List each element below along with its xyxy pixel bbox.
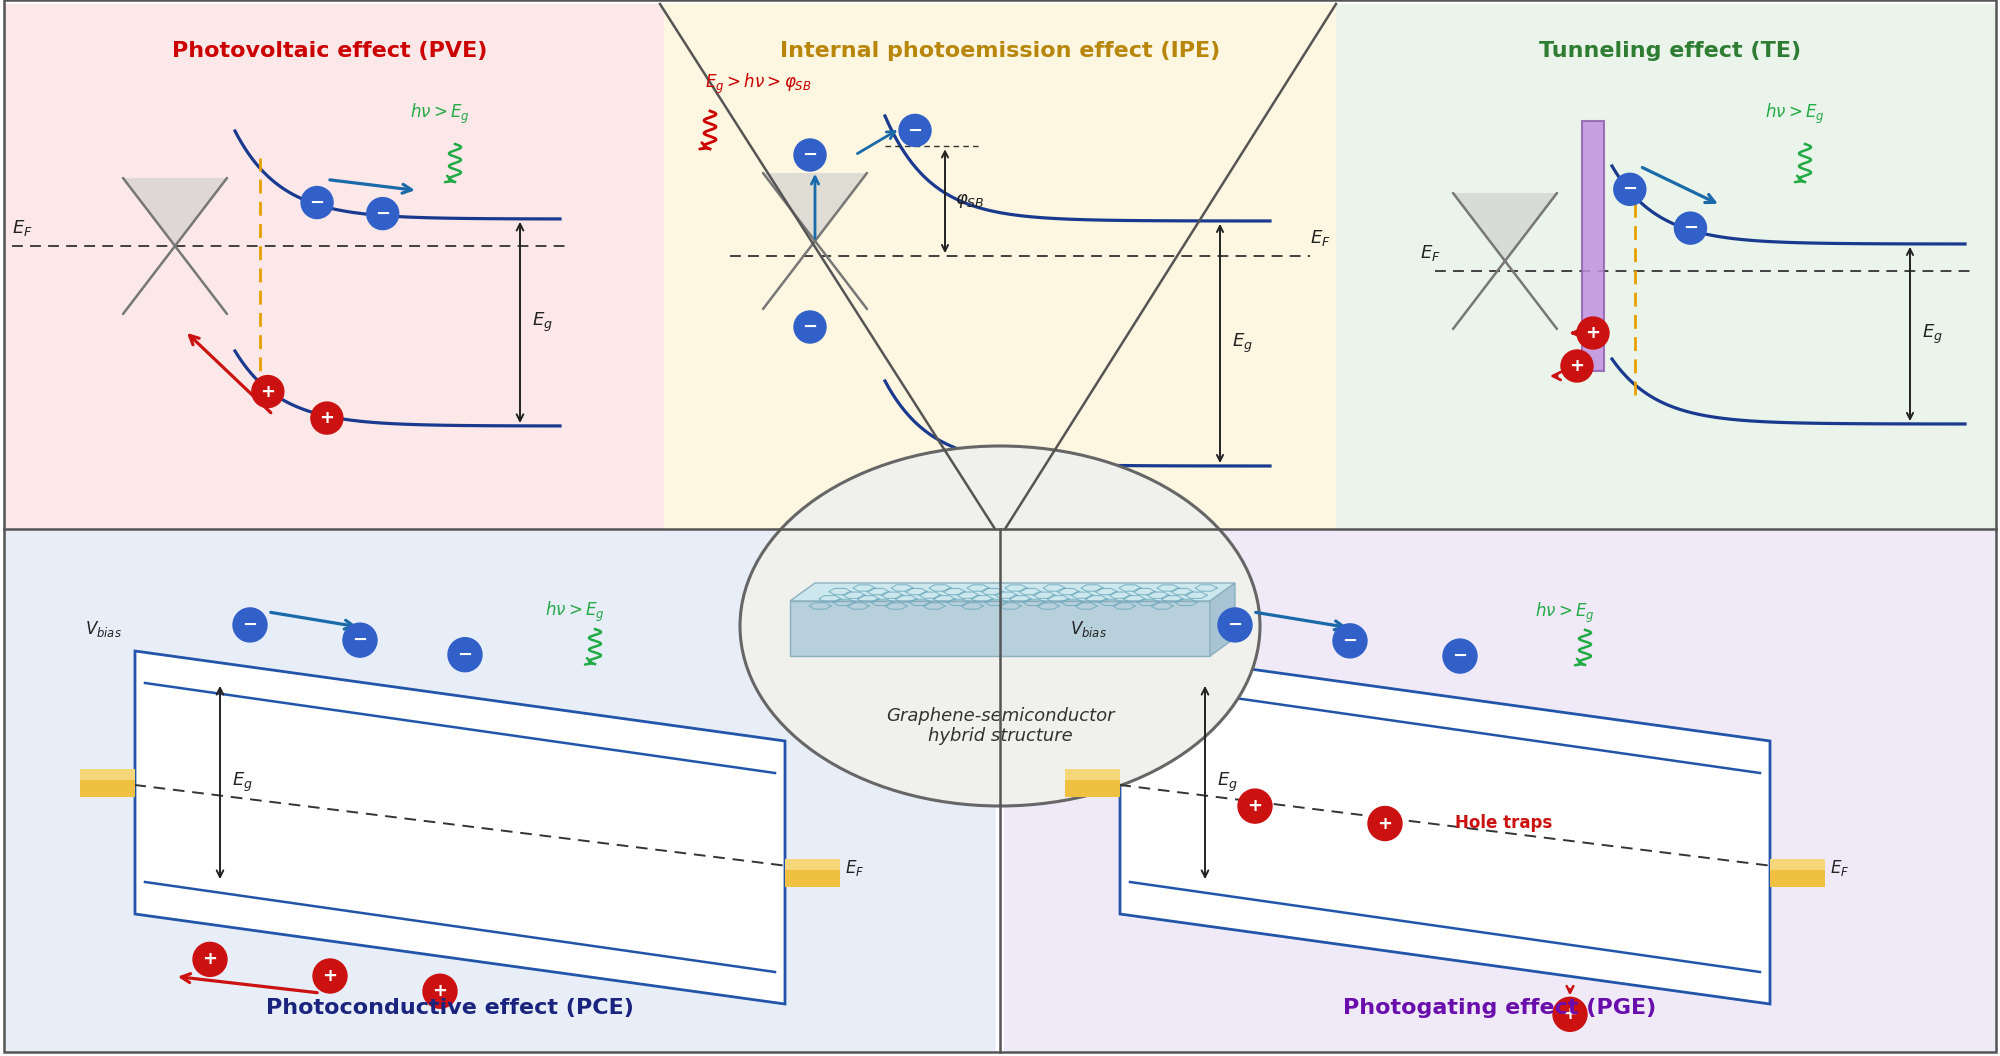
Text: Hole traps: Hole traps <box>1456 814 1552 832</box>
Polygon shape <box>1210 583 1236 656</box>
Circle shape <box>1444 639 1476 673</box>
Bar <box>1582 121 1604 371</box>
Bar <box>1770 859 1824 886</box>
Text: $E_F$: $E_F$ <box>12 218 32 238</box>
Circle shape <box>344 623 376 657</box>
Circle shape <box>1576 317 1608 348</box>
Bar <box>80 769 136 796</box>
Text: +: + <box>1248 797 1262 815</box>
Text: Internal photoemission effect (IPE): Internal photoemission effect (IPE) <box>780 41 1220 61</box>
Text: +: + <box>1378 814 1392 832</box>
Polygon shape <box>790 601 1210 656</box>
Circle shape <box>1332 624 1368 658</box>
Polygon shape <box>4 4 660 529</box>
Text: +: + <box>322 967 338 985</box>
Bar <box>1336 4 1996 529</box>
Circle shape <box>424 975 458 1008</box>
Polygon shape <box>1120 650 1770 1004</box>
Bar <box>784 859 840 886</box>
Circle shape <box>448 638 482 672</box>
Circle shape <box>366 197 398 229</box>
Text: $E_F$: $E_F$ <box>844 859 864 879</box>
Text: $h\nu > E_g$: $h\nu > E_g$ <box>1764 101 1824 126</box>
Bar <box>1004 529 1996 1052</box>
Text: −: − <box>352 631 368 649</box>
Text: +: + <box>1570 357 1584 375</box>
Polygon shape <box>1336 4 1996 529</box>
Text: +: + <box>432 982 448 1000</box>
Circle shape <box>1368 807 1402 841</box>
Circle shape <box>1674 212 1706 244</box>
Text: −: − <box>1342 631 1358 649</box>
Text: $h\nu > E_g$: $h\nu > E_g$ <box>410 101 470 126</box>
Text: Photoconductive effect (PCE): Photoconductive effect (PCE) <box>266 998 634 1018</box>
Text: Photovoltaic effect (PVE): Photovoltaic effect (PVE) <box>172 41 488 61</box>
Text: $E_g > h\nu > \varphi_{SB}$: $E_g > h\nu > \varphi_{SB}$ <box>704 72 812 96</box>
Circle shape <box>794 312 826 343</box>
Bar <box>1064 769 1120 779</box>
Text: −: − <box>802 146 818 164</box>
Text: $h\nu > E_g$: $h\nu > E_g$ <box>1536 601 1594 625</box>
Bar <box>80 769 136 779</box>
Text: −: − <box>1682 219 1698 238</box>
Text: $E_g$: $E_g$ <box>232 771 252 794</box>
Text: +: + <box>1586 324 1600 342</box>
Circle shape <box>1552 997 1588 1032</box>
Bar <box>1064 769 1120 796</box>
Text: +: + <box>260 382 276 400</box>
Circle shape <box>312 959 348 993</box>
Text: $E_F$: $E_F$ <box>1420 243 1440 263</box>
Polygon shape <box>764 173 868 241</box>
Text: −: − <box>310 193 324 211</box>
Circle shape <box>192 942 228 977</box>
Text: +: + <box>202 950 218 968</box>
Polygon shape <box>790 583 1236 601</box>
Text: +: + <box>1562 1005 1578 1023</box>
Ellipse shape <box>740 446 1260 806</box>
Text: −: − <box>908 121 922 139</box>
Circle shape <box>232 608 268 642</box>
Text: −: − <box>458 645 472 663</box>
Text: −: − <box>802 318 818 336</box>
Text: −: − <box>1228 616 1242 634</box>
Text: −: − <box>1622 181 1638 199</box>
Text: Photogating effect (PGE): Photogating effect (PGE) <box>1344 998 1656 1018</box>
Text: $E_g$: $E_g$ <box>1922 322 1942 345</box>
Bar <box>4 4 664 529</box>
Circle shape <box>900 114 932 147</box>
Text: $V_{bias}$: $V_{bias}$ <box>1070 619 1106 639</box>
Polygon shape <box>136 650 784 1004</box>
Text: $E_g$: $E_g$ <box>1216 771 1238 794</box>
Text: $V_{bias}$: $V_{bias}$ <box>86 619 122 639</box>
Text: $h\nu > E_g$: $h\nu > E_g$ <box>544 600 604 624</box>
Circle shape <box>252 376 284 408</box>
Circle shape <box>302 187 334 219</box>
Polygon shape <box>660 4 1336 529</box>
Text: −: − <box>242 616 258 634</box>
Text: $E_F$: $E_F$ <box>1830 859 1850 879</box>
Text: $\varphi_{SB}$: $\varphi_{SB}$ <box>956 192 984 210</box>
Bar <box>4 4 1996 529</box>
Bar <box>4 529 996 1052</box>
Polygon shape <box>1452 193 1556 261</box>
Text: Tunneling effect (TE): Tunneling effect (TE) <box>1538 41 1802 61</box>
Circle shape <box>1614 173 1646 205</box>
Circle shape <box>1560 350 1592 382</box>
Text: −: − <box>1452 647 1468 665</box>
Polygon shape <box>124 178 228 246</box>
Text: $E_g$: $E_g$ <box>532 310 552 334</box>
Bar <box>1770 859 1824 870</box>
Circle shape <box>310 402 342 434</box>
Text: +: + <box>320 409 334 427</box>
Circle shape <box>1238 789 1272 823</box>
Text: $E_F$: $E_F$ <box>1310 228 1330 248</box>
Text: $E_g$: $E_g$ <box>1232 332 1252 355</box>
Text: −: − <box>376 205 390 223</box>
Bar <box>784 859 840 870</box>
Circle shape <box>1218 608 1252 642</box>
Text: Graphene-semiconductor
hybrid structure: Graphene-semiconductor hybrid structure <box>886 706 1114 746</box>
Circle shape <box>794 139 826 171</box>
